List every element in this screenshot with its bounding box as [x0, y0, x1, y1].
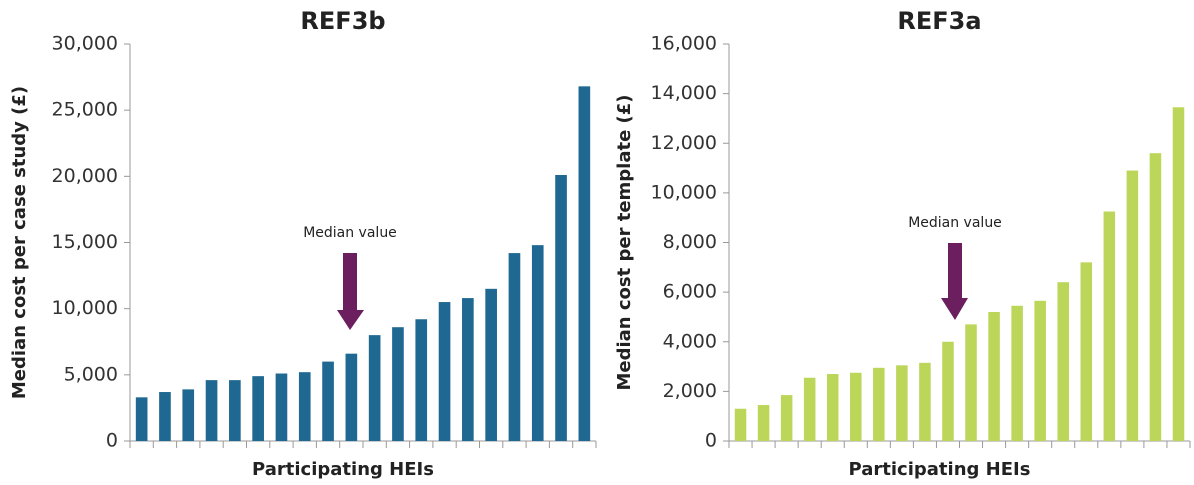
bar [485, 288, 497, 441]
bar [159, 392, 171, 441]
y-tick-label: 0 [705, 430, 717, 452]
bar [182, 389, 195, 441]
bar [896, 365, 908, 441]
median-arrow [337, 253, 364, 330]
bar [965, 324, 977, 441]
bar [1034, 300, 1046, 441]
y-tick-label: 14,000 [651, 82, 717, 104]
y-tick-label: 8,000 [663, 231, 717, 253]
bar [392, 327, 404, 441]
chart-title: REF3b [300, 7, 385, 35]
bar [1149, 153, 1162, 442]
bar [531, 245, 544, 441]
x-axis-label: Participating HEIs [252, 459, 434, 480]
x-axis-label: Participating HEIs [849, 459, 1031, 480]
bar [1172, 107, 1185, 441]
bar [826, 374, 839, 441]
bar [415, 319, 428, 441]
y-axis-label: Median cost per case study (£) [9, 86, 30, 399]
bar [345, 353, 358, 441]
bar [322, 361, 334, 441]
bar [252, 376, 264, 441]
bar [135, 397, 148, 441]
bar [1126, 170, 1139, 441]
bar [1080, 262, 1093, 441]
annotation: Median value [303, 225, 397, 241]
annotation: Median value [908, 215, 1002, 231]
bar [555, 175, 567, 441]
bar [780, 395, 793, 441]
y-axis-label: Median cost per template (£) [614, 94, 635, 390]
bar [508, 253, 521, 441]
bar [873, 367, 885, 441]
bar [919, 362, 931, 441]
y-tick-label: 0 [106, 430, 118, 452]
bar [1103, 211, 1116, 441]
bar [438, 302, 451, 441]
bar [734, 408, 747, 441]
bar [988, 311, 1000, 441]
y-tick-label: 15,000 [52, 231, 118, 253]
bar [229, 380, 241, 441]
chart-title: REF3a [897, 7, 981, 35]
y-tick-label: 20,000 [52, 165, 118, 187]
bar [1011, 305, 1023, 441]
y-tick-label: 16,000 [651, 33, 717, 55]
bar [803, 377, 816, 441]
bar [298, 372, 311, 441]
bar [205, 380, 218, 441]
y-tick-label: 6,000 [663, 281, 717, 303]
y-tick-label: 2,000 [663, 380, 717, 402]
y-tick-label: 4,000 [663, 330, 717, 352]
y-tick-label: 30,000 [52, 33, 118, 55]
y-tick-label: 10,000 [651, 181, 717, 203]
y-tick-label: 5,000 [64, 363, 118, 385]
bar [850, 372, 862, 441]
median-arrow [941, 243, 968, 320]
bar [462, 298, 474, 441]
bar [757, 405, 770, 441]
bar [578, 86, 591, 441]
bar [368, 335, 381, 441]
bar [942, 341, 954, 441]
y-tick-label: 12,000 [651, 132, 717, 154]
y-tick-label: 25,000 [52, 99, 118, 121]
bar [1057, 282, 1069, 441]
bar [275, 373, 288, 441]
y-tick-label: 10,000 [52, 297, 118, 319]
